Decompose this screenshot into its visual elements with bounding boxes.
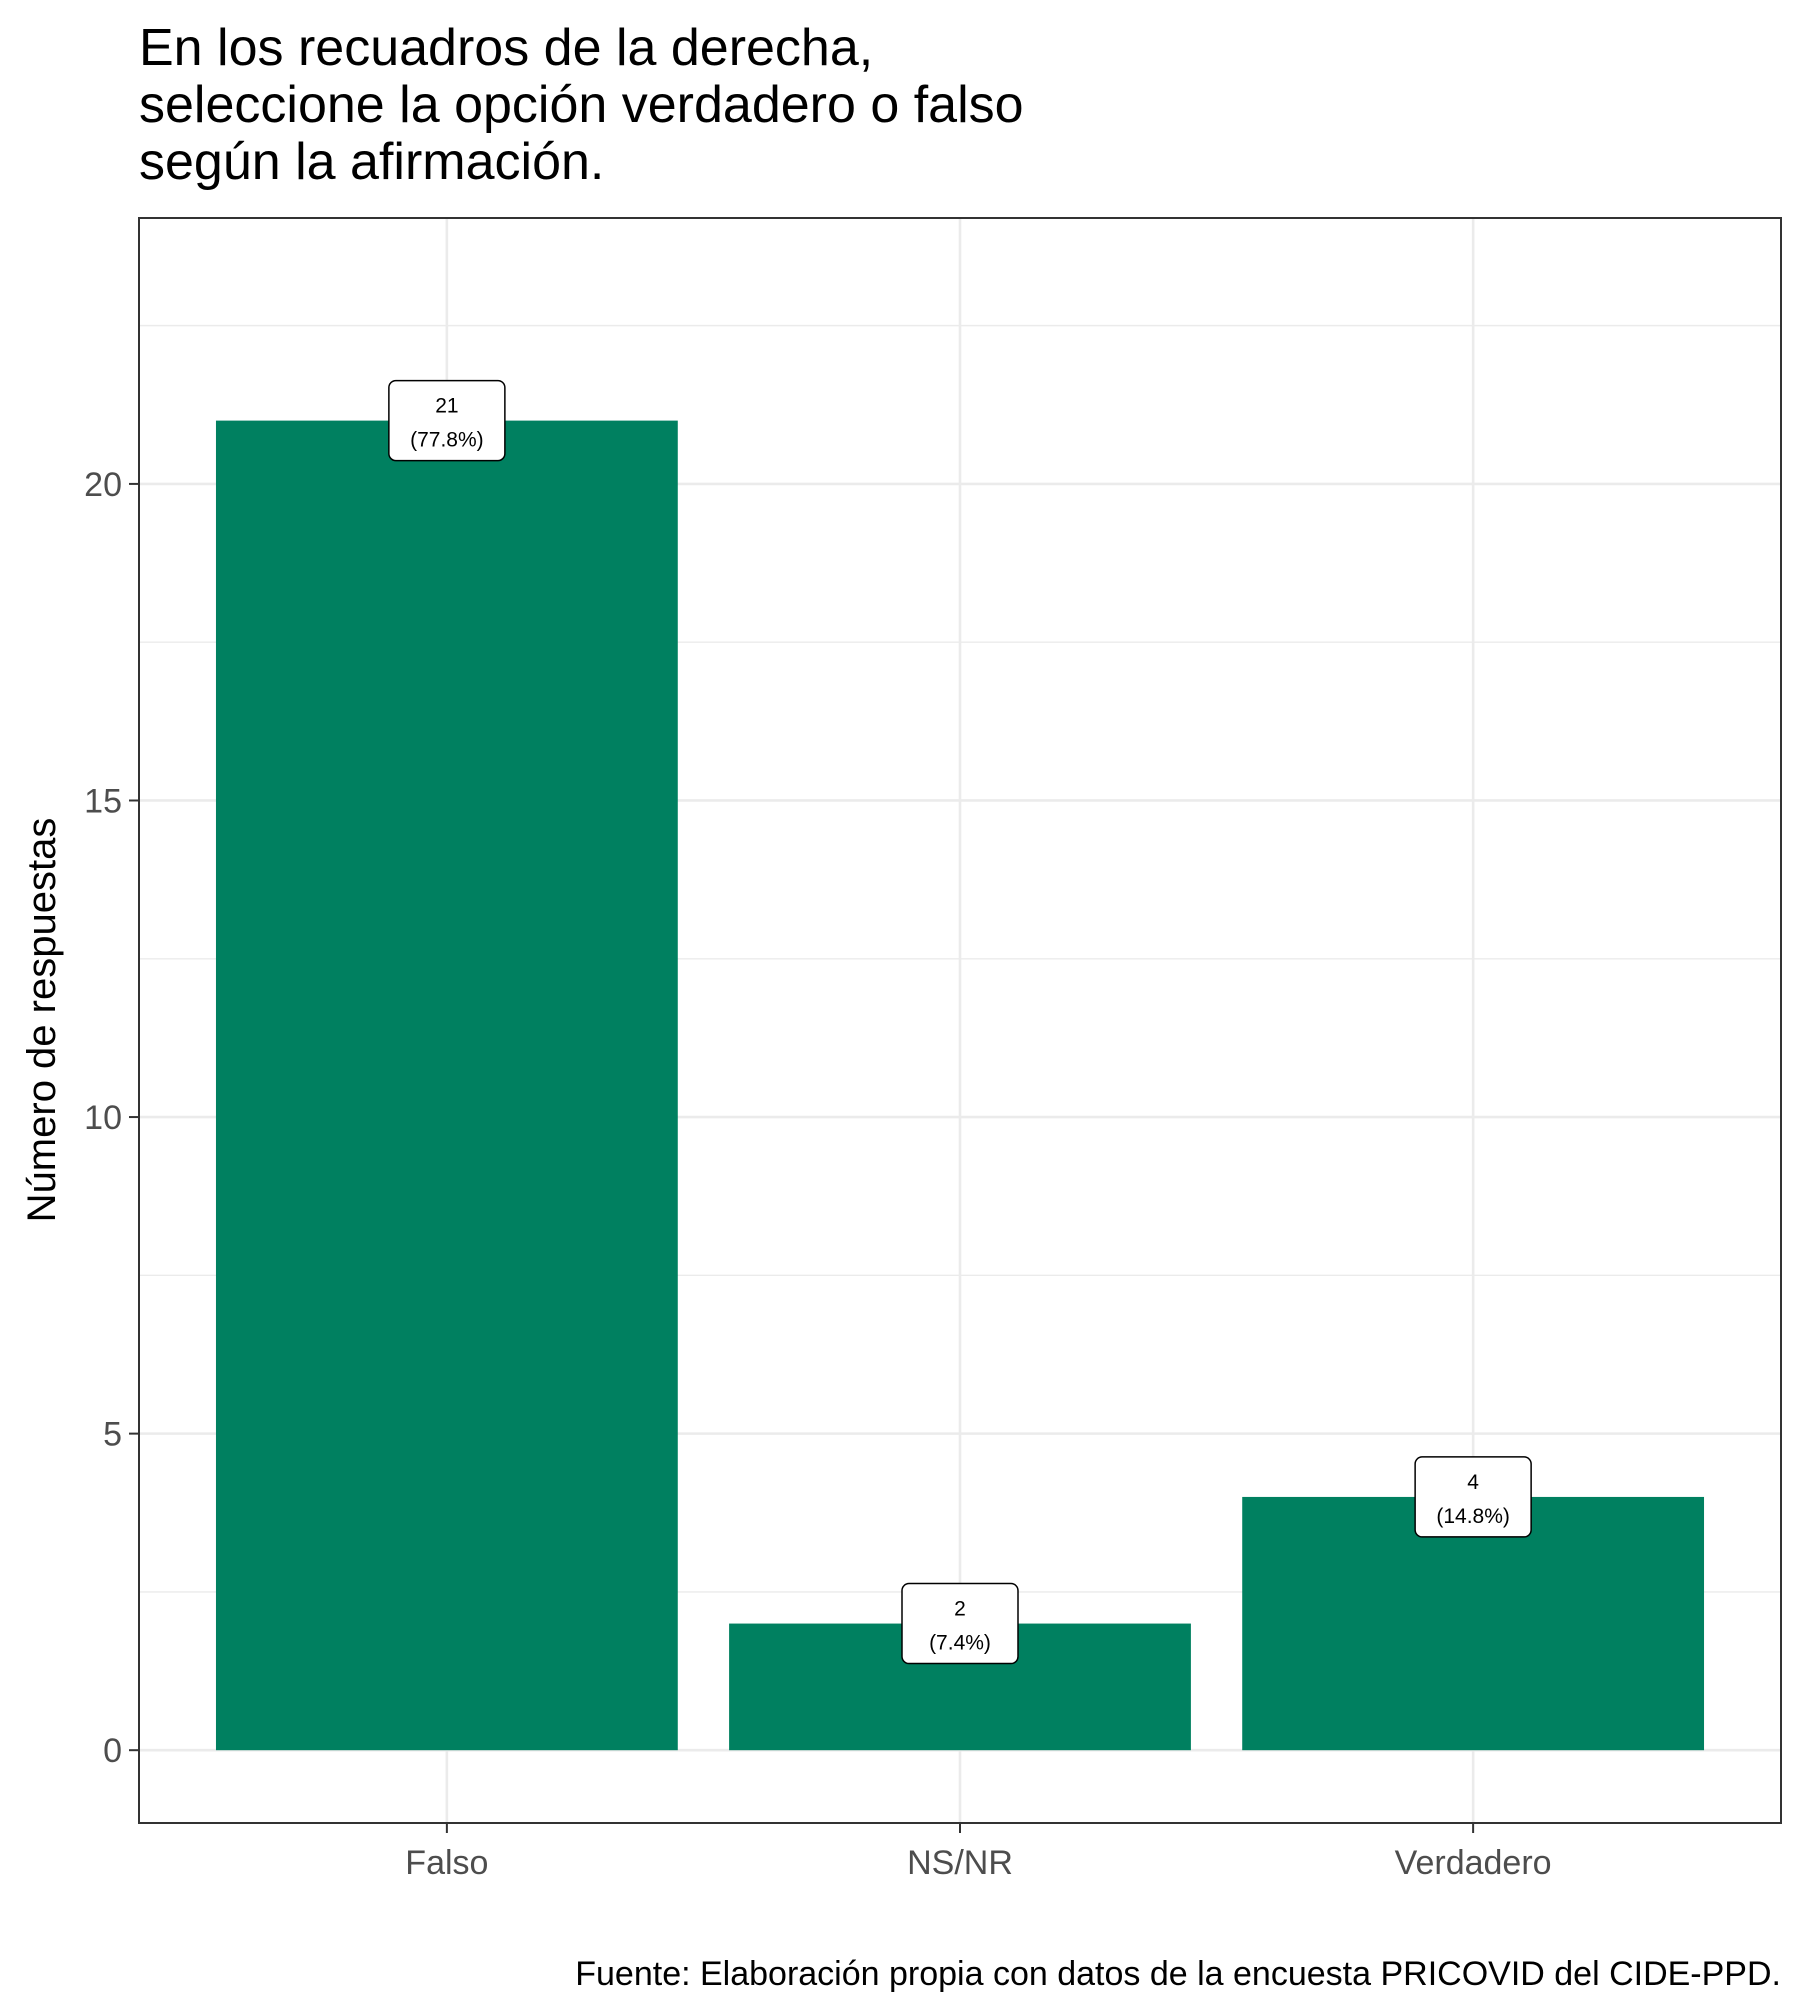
- y-axis-title: Número de respuestas: [20, 818, 64, 1223]
- data-label-percent: (77.8%): [410, 429, 484, 452]
- bar-verdadero: [1242, 1496, 1705, 1751]
- data-labels: 21 (77.8%) 2 (7.4%) 4 (14.8%): [388, 379, 1532, 1665]
- source-caption: Fuente: Elaboración propia con datos de …: [575, 1955, 1781, 1993]
- data-label-box: [901, 1582, 1019, 1665]
- data-label: 2 (7.4%): [901, 1582, 1019, 1665]
- y-tick-label: 5: [103, 1416, 122, 1454]
- x-axis: Falso NS/NR Verdadero: [405, 1823, 1552, 1882]
- bars: [215, 420, 1705, 1751]
- x-tick-label: Falso: [405, 1844, 488, 1882]
- y-tick-label: 0: [103, 1732, 122, 1770]
- data-label-count: 2: [954, 1598, 966, 1621]
- chart-title-line-3: según la afirmación.: [139, 133, 604, 191]
- data-label-box: [388, 379, 506, 462]
- chart-title-line-1: En los recuadros de la derecha,: [139, 19, 873, 77]
- data-label-count: 21: [435, 395, 458, 418]
- y-tick-label: 20: [84, 466, 122, 504]
- data-label-count: 4: [1467, 1471, 1479, 1494]
- x-tick-label: NS/NR: [907, 1844, 1013, 1882]
- data-label-box: [1414, 1456, 1532, 1538]
- chart-title-line-2: seleccione la opción verdadero o falso: [139, 76, 1024, 134]
- y-tick-label: 10: [84, 1099, 122, 1137]
- bar-falso: [215, 420, 678, 1751]
- y-axis: 0 5 10 15 20: [84, 466, 139, 1770]
- data-label: 4 (14.8%): [1414, 1456, 1532, 1538]
- x-tick-label: Verdadero: [1395, 1844, 1552, 1882]
- data-label-percent: (7.4%): [929, 1632, 991, 1655]
- data-label: 21 (77.8%): [388, 379, 506, 462]
- data-label-percent: (14.8%): [1436, 1505, 1510, 1528]
- y-tick-label: 15: [84, 782, 122, 820]
